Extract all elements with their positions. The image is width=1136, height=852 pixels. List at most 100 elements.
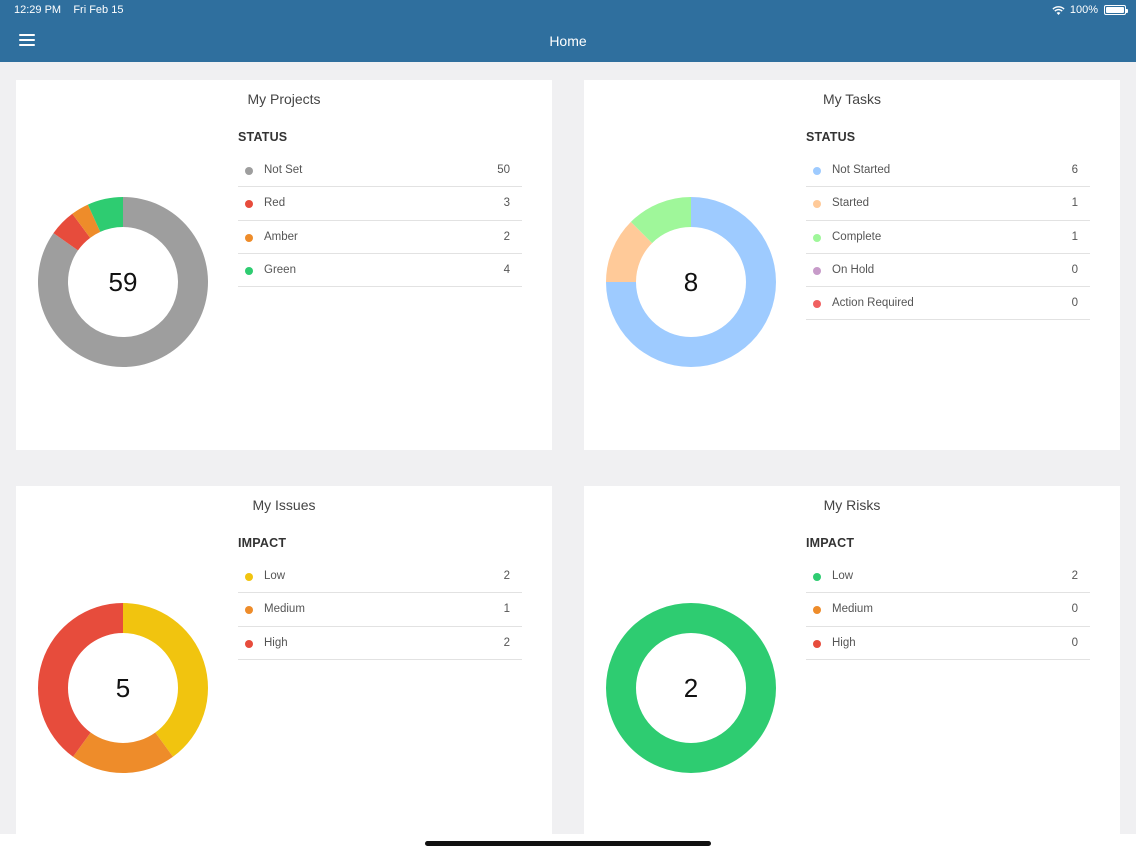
legend-dot-icon <box>245 200 253 209</box>
legend-value: 3 <box>503 197 510 210</box>
legend-value: 1 <box>1071 230 1078 243</box>
legend-label: Red <box>264 197 286 210</box>
legend-heading: STATUS <box>238 130 288 144</box>
card-title: My Risks <box>823 497 881 513</box>
legend-dot-icon <box>813 200 821 209</box>
legend-dot-icon <box>245 639 253 648</box>
hamburger-icon[interactable] <box>19 34 35 47</box>
legend-label: Complete <box>832 230 882 243</box>
legend-label: High <box>264 636 288 649</box>
legend-value: 0 <box>1071 636 1078 649</box>
legend: STATUS Not Set 50 Red 3 Amber 2 Green 4 <box>238 130 522 288</box>
legend-dot-icon <box>813 233 821 242</box>
legend-label: Low <box>264 570 286 582</box>
legend-value: 1 <box>1071 197 1078 210</box>
legend-row[interactable]: Action Required 0 <box>806 287 1090 321</box>
donut-slice-low[interactable] <box>606 603 776 773</box>
status-clock: 12:29 PM <box>14 4 62 16</box>
legend-dot-icon <box>813 639 821 648</box>
legend-value: 2 <box>503 570 510 582</box>
legend-value: 1 <box>503 603 510 616</box>
wifi-icon <box>1052 5 1065 15</box>
donut-slice-low[interactable] <box>123 603 208 757</box>
legend-value: 2 <box>503 636 510 649</box>
legend-row[interactable]: On Hold 0 <box>806 254 1090 288</box>
card-title: My Tasks <box>822 91 882 107</box>
legend-dot-icon <box>813 300 821 309</box>
donut-total: 59 <box>108 266 138 297</box>
legend-row[interactable]: High 0 <box>806 627 1090 660</box>
donut-chart <box>606 197 776 367</box>
legend-dot-icon <box>813 167 821 175</box>
card-title: My Issues <box>252 497 316 513</box>
donut-chart <box>606 603 776 773</box>
legend-value: 4 <box>503 263 510 276</box>
home-indicator[interactable] <box>425 841 711 846</box>
legend-row[interactable]: Started 1 <box>806 187 1090 221</box>
legend-label: High <box>832 636 856 649</box>
legend-label: Low <box>832 570 854 582</box>
legend-heading: STATUS <box>806 130 856 144</box>
battery-percent: 100% <box>1069 4 1098 16</box>
legend: IMPACT Low 2 Medium 0 High 0 <box>806 536 1090 660</box>
legend-label: Started <box>832 197 870 210</box>
legend-label: Amber <box>264 230 298 243</box>
legend-label: On Hold <box>832 263 875 276</box>
legend-dot-icon <box>245 266 253 275</box>
legend-value: 0 <box>1071 603 1078 616</box>
legend-row[interactable]: Not Started 6 <box>806 154 1090 188</box>
card-my-tasks: My Tasks 8 STATUS Not Started 6 Started 1 Co… <box>584 80 1120 450</box>
legend-row[interactable]: High 2 <box>238 627 522 660</box>
card-my-projects: My Projects 59 STATUS Not Set 50 Red 3 Amber… <box>16 80 552 450</box>
legend-dot-icon <box>813 606 821 615</box>
legend-row[interactable]: Green 4 <box>238 254 522 288</box>
legend-label: Not Started <box>832 164 891 176</box>
legend-label: Medium <box>832 603 873 616</box>
card-title: My Projects <box>247 91 321 107</box>
legend: STATUS Not Started 6 Started 1 Complete 1 On H… <box>806 130 1090 321</box>
legend-label: Action Required <box>832 297 914 310</box>
donut-slice-red[interactable] <box>53 213 91 251</box>
legend-row[interactable]: Low 2 <box>806 560 1090 594</box>
donut-total: 2 <box>683 672 699 703</box>
legend-value: 0 <box>1071 263 1078 276</box>
legend-value: 6 <box>1071 164 1078 176</box>
donut-slice-green[interactable] <box>87 197 123 232</box>
donut-slice-not-started[interactable] <box>606 197 776 367</box>
legend-row[interactable]: Not Set 50 <box>238 154 522 188</box>
status-time: 12:29 PM Fri Feb 15 <box>14 4 123 16</box>
status-date: Fri Feb 15 <box>73 4 124 16</box>
donut-slice-amber[interactable] <box>72 204 101 238</box>
legend-label: Medium <box>264 603 305 616</box>
legend-dot-icon <box>245 606 253 615</box>
legend-row[interactable]: Complete 1 <box>806 221 1090 254</box>
status-indicators: 100% <box>1052 4 1098 16</box>
legend-value: 0 <box>1071 297 1078 310</box>
legend: IMPACT Low 2 Medium 1 High 2 <box>238 536 522 660</box>
donut-chart <box>38 197 208 367</box>
page-title: Home <box>549 33 587 49</box>
legend-row[interactable]: Medium 0 <box>806 593 1090 627</box>
top-bar: 12:29 PM Fri Feb 15 100% Home <box>0 0 1136 62</box>
legend-value: 2 <box>1071 570 1078 582</box>
donut-slice-high[interactable] <box>38 603 123 757</box>
legend-heading: IMPACT <box>238 536 287 550</box>
card-my-issues: My Issues 5 IMPACT Low 2 Medium 1 High 2 <box>16 486 552 836</box>
legend-row[interactable]: Amber 2 <box>238 221 522 254</box>
legend-label: Green <box>264 263 296 276</box>
donut-slice-started[interactable] <box>606 221 653 282</box>
donut-total: 5 <box>115 672 131 703</box>
donut-slice-not-set[interactable] <box>38 197 208 367</box>
legend-dot-icon <box>245 233 253 242</box>
legend-dot-icon <box>245 167 253 175</box>
legend-dot-icon <box>813 266 821 275</box>
donut-slice-medium[interactable] <box>73 732 173 773</box>
legend-heading: IMPACT <box>806 536 855 550</box>
legend-row[interactable]: Medium 1 <box>238 593 522 627</box>
donut-slice-complete[interactable] <box>630 197 691 244</box>
legend-label: Not Set <box>264 164 303 176</box>
legend-row[interactable]: Low 2 <box>238 560 522 594</box>
legend-dot-icon <box>813 573 821 581</box>
legend-row[interactable]: Red 3 <box>238 187 522 221</box>
donut-chart <box>38 603 208 773</box>
